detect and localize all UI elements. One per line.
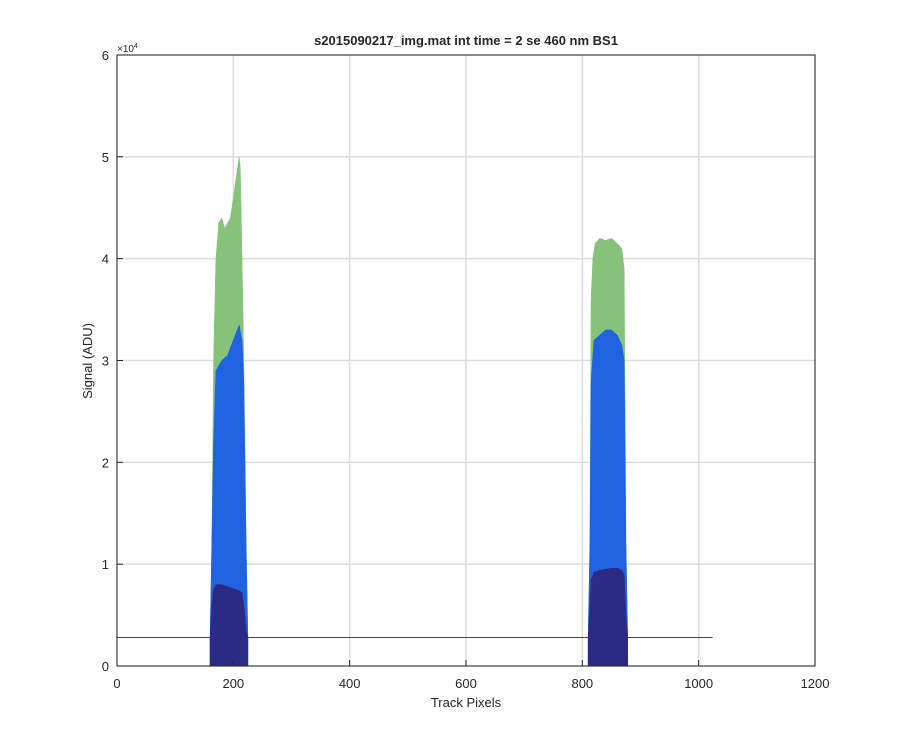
x-tick-label: 800 [571, 676, 593, 691]
x-tick-label: 1200 [801, 676, 830, 691]
x-tick-label: 600 [455, 676, 477, 691]
y-axis-label: Signal (ADU) [80, 323, 95, 399]
y-exponent-base: ×10 [117, 44, 134, 55]
y-tick-label: 1 [102, 557, 109, 572]
x-axis-label: Track Pixels [431, 695, 502, 710]
area-series-2 [209, 323, 249, 667]
y-tick-label: 5 [102, 150, 109, 165]
y-tick-label: 6 [102, 48, 109, 63]
y-tick-label: 3 [102, 354, 109, 369]
area-series-5 [587, 567, 628, 667]
x-tick-label: 0 [113, 676, 120, 691]
y-tick-label: 2 [102, 455, 109, 470]
y-ticks: 0 1 2 3 4 5 6 [102, 48, 123, 674]
x-tick-label: 1000 [684, 676, 713, 691]
y-exponent-power: 4 [134, 43, 138, 50]
x-ticks: 0 200 400 600 800 1000 1200 [113, 660, 829, 691]
y-exponent-label: ×104 [117, 43, 138, 55]
y-tick-label: 4 [102, 252, 109, 267]
chart-title: s2015090217_img.mat int time = 2 se 460 … [314, 33, 618, 48]
data-areas [117, 156, 713, 667]
y-tick-label: 0 [102, 659, 109, 674]
area-series-4 [209, 584, 249, 667]
x-tick-label: 400 [339, 676, 361, 691]
x-tick-label: 200 [222, 676, 244, 691]
